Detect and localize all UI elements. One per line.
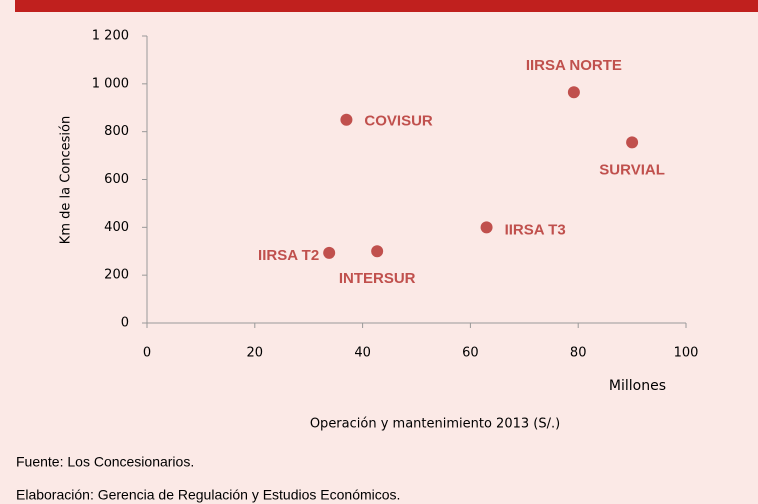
y-tick-label: 0 [121,316,129,331]
point [567,86,580,99]
point-label: COVISUR [364,113,433,130]
x-tick-label: 20 [247,346,264,361]
x-tick-label: 40 [354,346,371,361]
point-label: IIRSA NORTE [526,57,622,74]
point [323,246,336,259]
x-tick-label: 80 [570,346,587,361]
y-tick-label: 1 000 [92,76,129,91]
header-bar [15,0,758,12]
y-tick-label: 600 [104,172,129,187]
y-tick-label: 200 [104,268,129,283]
point [626,136,639,149]
point [340,113,353,126]
source-note: Fuente: Los Concesionarios. [16,454,194,470]
point-label: IIRSA T3 [505,221,566,238]
y-tick-label: 800 [104,124,129,139]
x-axis-label: Operación y mantenimiento 2013 (S/.) [310,417,560,432]
y-axis-label: Km de la Concesión [59,116,74,244]
x-tick-label: 60 [462,346,479,361]
y-tick-label: 400 [104,220,129,235]
x-unit-annotation: Millones [609,378,666,394]
point-label: INTERSUR [339,270,416,287]
x-tick-label: 0 [143,346,151,361]
point-label: SURVIAL [599,161,665,178]
point [480,221,493,234]
x-tick-label: 100 [674,346,699,361]
point [371,245,384,258]
y-tick-label: 1 200 [92,29,129,44]
elaboration-note: Elaboración: Gerencia de Regulación y Es… [16,487,400,503]
point-label: IIRSA T2 [258,247,319,264]
